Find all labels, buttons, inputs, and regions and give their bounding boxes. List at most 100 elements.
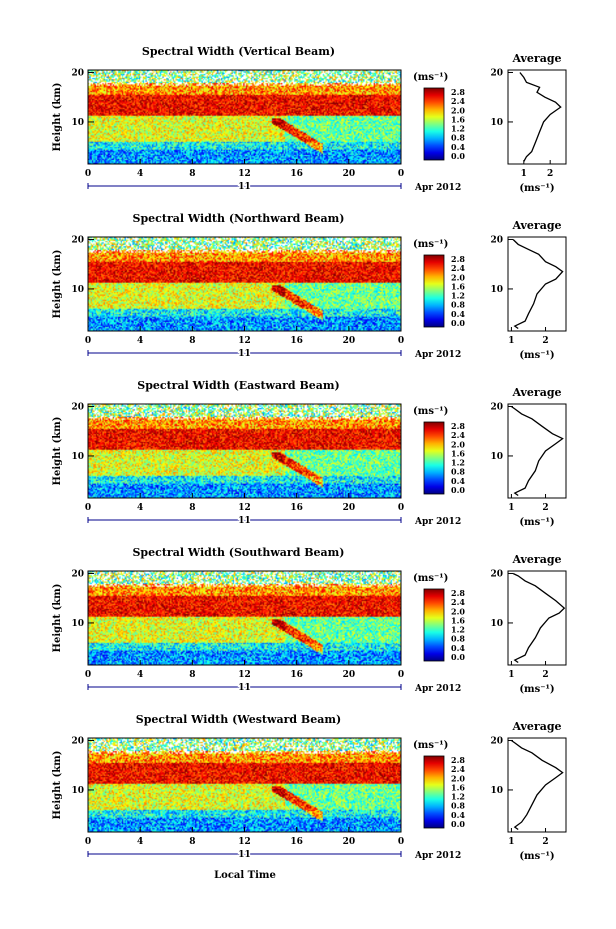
- colorbar-tick-label: 0.4: [451, 476, 465, 486]
- x-tick-label: 12: [238, 169, 251, 179]
- profile-y-tick-label: 20: [490, 68, 503, 78]
- x-tick-label: 8: [189, 336, 195, 346]
- profile-y-tick-label: 10: [490, 118, 503, 128]
- x-tick-label: 16: [290, 503, 303, 513]
- panel-3: Spectral Width (Eastward Beam)2010Height…: [52, 379, 567, 528]
- profile-y-tick-label: 20: [490, 569, 503, 579]
- x-tick-label: 8: [189, 169, 195, 179]
- y-tick-label: 10: [71, 285, 84, 295]
- profile-y-tick-label: 20: [490, 402, 503, 412]
- x-tick-label: 20: [343, 670, 356, 680]
- colorbar: [423, 421, 445, 495]
- y-tick-label: 20: [71, 569, 84, 579]
- x-tick-label: 20: [343, 503, 356, 513]
- x-tick-label: 12: [238, 336, 251, 346]
- colorbar-tick-label: 0.0: [451, 151, 465, 161]
- x-tick-label: 0: [85, 670, 91, 680]
- profile-line: [511, 405, 564, 497]
- profile-frame: [507, 236, 567, 332]
- panel-title: Spectral Width (Eastward Beam): [137, 379, 339, 392]
- x-tick-label: 0: [85, 837, 91, 847]
- x-tick-label: 0: [398, 336, 404, 346]
- date-label: Apr 2012: [414, 517, 461, 527]
- colorbar-tick-label: 2.0: [451, 606, 465, 616]
- x-tick-label: 12: [238, 503, 251, 513]
- profile-line: [511, 739, 564, 831]
- profile-y-tick-label: 10: [490, 285, 503, 295]
- heatmap-image: [88, 237, 401, 331]
- heatmap-image: [88, 70, 401, 164]
- colorbar-tick-label: 0.8: [451, 634, 465, 644]
- x-tick-label: 20: [343, 169, 356, 179]
- colorbar-tick-label: 1.6: [451, 448, 465, 458]
- colorbar-tick-label: 2.0: [451, 773, 465, 783]
- colorbar-tick-label: 2.4: [451, 597, 465, 607]
- panel-1: Spectral Width (Vertical Beam)2010Height…: [52, 45, 567, 194]
- x-axis-label: Local Time: [214, 870, 276, 881]
- colorbar-tick-label: 2.8: [451, 87, 465, 97]
- y-tick-label: 10: [71, 786, 84, 796]
- colorbar-tick-label: 2.4: [451, 430, 465, 440]
- x-tick-label: 0: [398, 503, 404, 513]
- colorbar-tick-label: 0.0: [451, 485, 465, 495]
- date-label: Apr 2012: [414, 684, 461, 694]
- profile-y-tick-label: 20: [490, 736, 503, 746]
- colorbar-unit: (ms⁻¹): [413, 72, 448, 83]
- y-tick-label: 10: [71, 452, 84, 462]
- colorbar: [423, 254, 445, 328]
- date-day-label: 11: [238, 683, 251, 693]
- colorbar-tick-label: 1.2: [451, 792, 465, 802]
- profile-x-tick-label: 1: [508, 336, 514, 346]
- y-tick-label: 10: [71, 118, 84, 128]
- x-tick-label: 12: [238, 837, 251, 847]
- x-tick-label: 16: [290, 837, 303, 847]
- date-label: Apr 2012: [414, 183, 461, 193]
- panel-2: Spectral Width (Northward Beam)2010Heigh…: [52, 212, 567, 361]
- colorbar-tick-label: 2.8: [451, 421, 465, 431]
- x-tick-label: 0: [398, 670, 404, 680]
- date-day-label: 11: [238, 182, 251, 192]
- colorbar-tick-label: 1.2: [451, 625, 465, 635]
- x-tick-label: 4: [137, 336, 143, 346]
- y-tick-label: 20: [71, 402, 84, 412]
- panel-4: Spectral Width (Southward Beam)2010Heigh…: [52, 546, 567, 695]
- date-day-label: 11: [238, 850, 251, 860]
- y-axis-label: Height (km): [52, 584, 63, 653]
- profile-title: Average: [511, 720, 561, 733]
- profile-x-tick-label: 2: [542, 837, 548, 847]
- colorbar-unit: (ms⁻¹): [413, 239, 448, 250]
- y-tick-label: 20: [71, 235, 84, 245]
- colorbar-tick-label: 2.4: [451, 96, 465, 106]
- colorbar-tick-label: 1.6: [451, 615, 465, 625]
- profile-line: [519, 72, 562, 162]
- colorbar-tick-label: 1.6: [451, 281, 465, 291]
- profile-title: Average: [511, 52, 561, 65]
- profile-title: Average: [511, 386, 561, 399]
- profile-x-axis-label: (ms⁻¹): [519, 517, 554, 528]
- colorbar-unit: (ms⁻¹): [413, 573, 448, 584]
- profile-frame: [507, 570, 567, 666]
- colorbar-tick-label: 2.8: [451, 755, 465, 765]
- colorbar-tick-label: 0.4: [451, 309, 465, 319]
- profile-title: Average: [511, 553, 561, 566]
- x-tick-label: 16: [290, 169, 303, 179]
- x-tick-label: 4: [137, 169, 143, 179]
- colorbar-tick-label: 2.4: [451, 263, 465, 273]
- colorbar: [423, 755, 445, 829]
- profile-x-tick-label: 1: [508, 503, 514, 513]
- colorbar-unit: (ms⁻¹): [413, 740, 448, 751]
- colorbar-tick-label: 2.0: [451, 272, 465, 282]
- x-tick-label: 16: [290, 336, 303, 346]
- profile-x-tick-label: 2: [542, 670, 548, 680]
- colorbar-tick-label: 2.4: [451, 764, 465, 774]
- date-label: Apr 2012: [414, 350, 461, 360]
- profile-frame: [507, 737, 567, 833]
- colorbar-tick-label: 0.0: [451, 318, 465, 328]
- colorbar-tick-label: 2.0: [451, 439, 465, 449]
- colorbar-tick-label: 0.8: [451, 133, 465, 143]
- colorbar-tick-label: 0.8: [451, 300, 465, 310]
- x-tick-label: 8: [189, 503, 195, 513]
- colorbar-tick-label: 1.2: [451, 124, 465, 134]
- colorbar-tick-label: 0.4: [451, 810, 465, 820]
- profile-y-tick-label: 10: [490, 452, 503, 462]
